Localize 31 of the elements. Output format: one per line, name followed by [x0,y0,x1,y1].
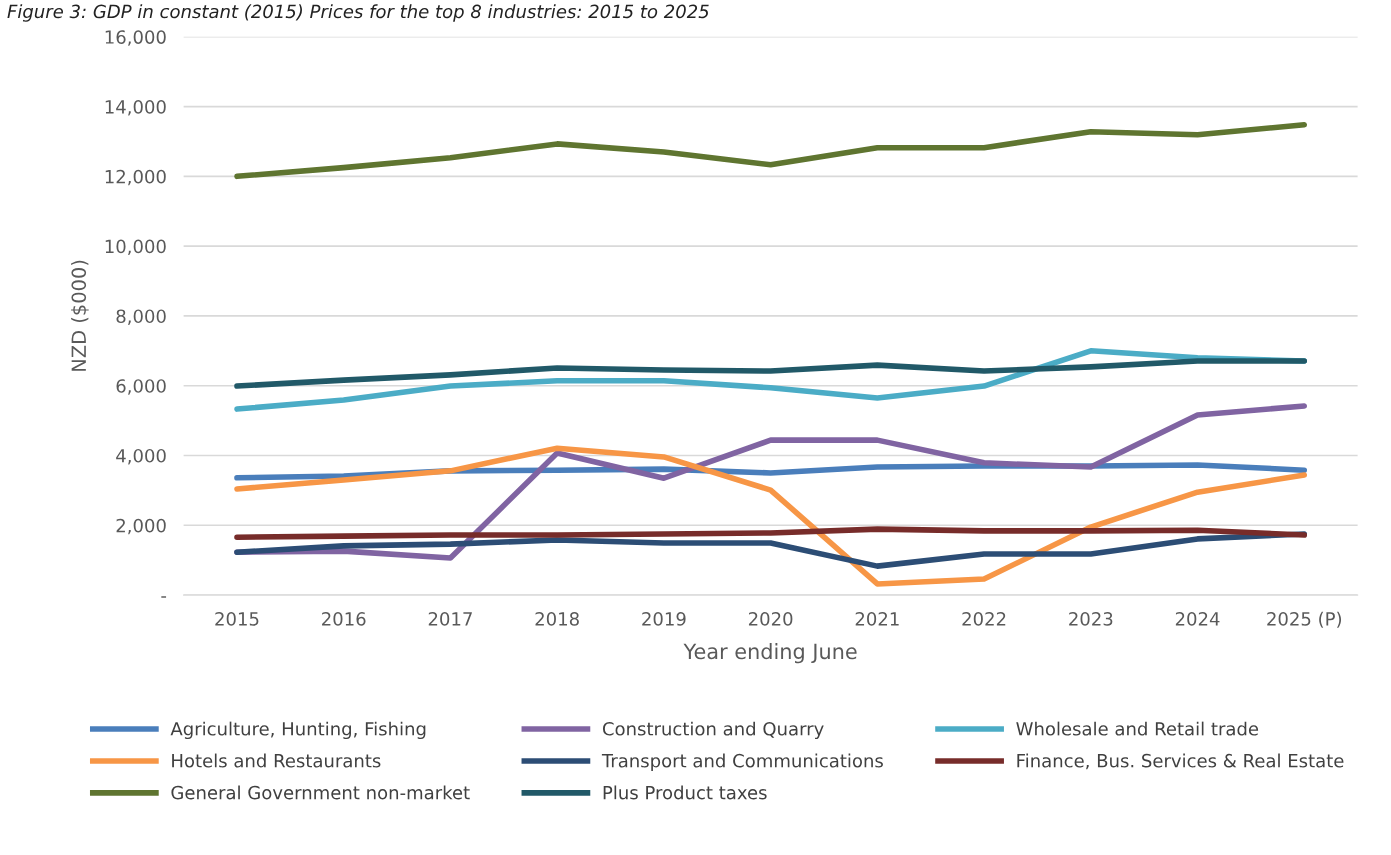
x-tick-label: 2025 (P) [1267,611,1342,628]
y-tick-label: 10,000 [105,239,166,256]
x-tick-label: 2016 [322,612,366,626]
x-tick-label: 2023 [1069,612,1113,626]
y-tick-label: 6,000 [116,379,166,395]
x-tick-label: 2015 [215,612,259,626]
y-tick-label: 4,000 [116,448,166,465]
y-tick-label: 16,000 [105,30,166,46]
y-tick-label: 2,000 [116,518,166,535]
x-tick-label: 2018 [535,612,579,626]
legend-label: General Government non-market [171,785,470,800]
y-tick-label: 12,000 [105,169,166,186]
legend-label: Plus Product taxes [603,785,767,800]
x-tick-label: 2019 [642,612,686,626]
x-tick-label: 2022 [962,612,1006,626]
x-tick-label: 2020 [748,612,793,626]
legend-label: Hotels and Restaurants [172,753,381,768]
legend-label: Construction and Quarry [602,721,824,740]
y-tick-label: 14,000 [105,100,166,116]
x-tick-label: 2024 [1175,612,1220,626]
chart-title: Figure 3: GDP in constant (2015) Prices for the top 8 industries: 2015 to 2025 [7,4,709,22]
x-tick-label: 2021 [855,612,899,626]
y-axis-title: NZD ($000) [71,260,89,371]
legend-label: Transport and Communications [601,753,883,772]
legend-label: Wholesale and Retail trade [1016,721,1259,736]
x-tick-label: 2017 [428,612,472,626]
y-tick-label: - [161,596,167,598]
legend-label: Agriculture, Hunting, Fishing [170,721,426,740]
y-tick-label: 8,000 [116,309,166,325]
x-axis-title: Year ending June [683,643,857,664]
legend-label: Finance, Bus. Services & Real Estate [1017,753,1344,770]
